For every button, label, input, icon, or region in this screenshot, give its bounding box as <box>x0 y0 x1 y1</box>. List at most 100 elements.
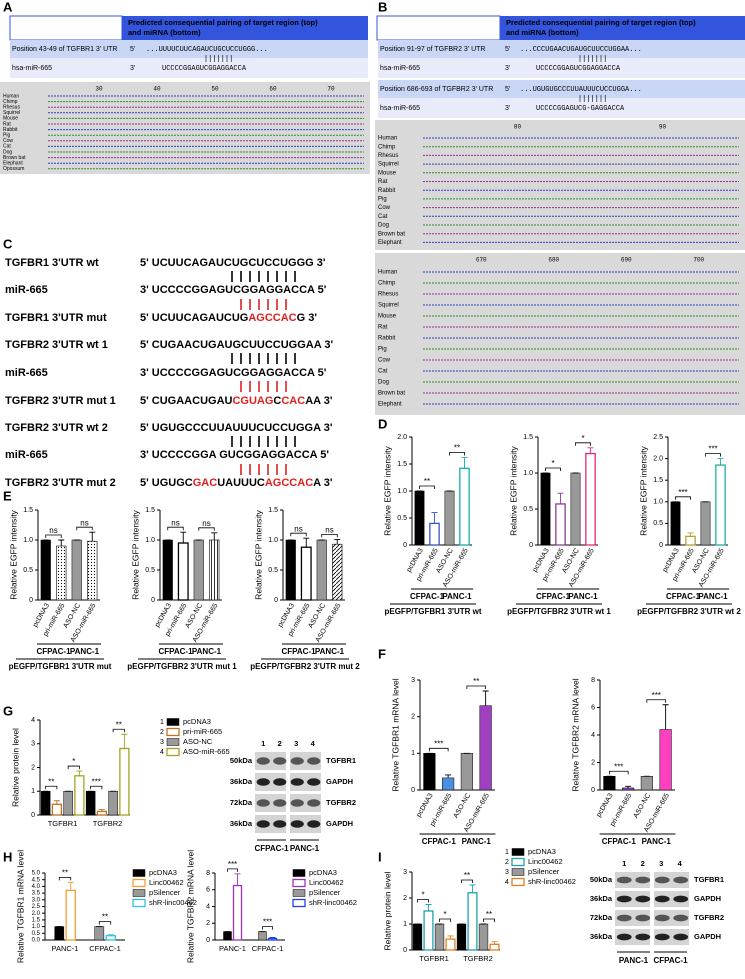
legend-label: pcDNA3 <box>183 717 211 726</box>
sig-bracket <box>290 532 307 537</box>
species-name: Rat <box>3 121 11 127</box>
strand-end: 5' <box>130 46 135 53</box>
sequence: 3' UCCCCGGAGUCGGAGGACCA 5' <box>140 284 327 296</box>
bar <box>429 522 440 546</box>
y-tick-label: 0.5 <box>32 931 41 937</box>
bar <box>223 931 232 941</box>
significance: ns <box>49 526 57 535</box>
target-seq: ...UGUGUGCCCUUAUUUCUCCUGGA... <box>520 86 642 94</box>
species-name: Elephant <box>378 240 402 246</box>
y-tick-label: 4 <box>206 903 210 910</box>
error-bar <box>67 881 74 891</box>
species-name: Rabbit <box>378 188 396 194</box>
y-tick-label: 1.0 <box>23 537 33 544</box>
site-row <box>378 40 745 58</box>
legend-swatch <box>166 747 180 757</box>
species-name: Pig <box>378 347 387 353</box>
sequence: 3' UCCCCGGAGUCGGAGGACCA 5' <box>140 367 327 379</box>
significance: ns <box>171 518 179 527</box>
blot-panel <box>290 752 321 770</box>
y-tick-label: 1 <box>403 921 407 928</box>
y-axis-label: Relative TGFBR2 mRNA level <box>185 850 195 963</box>
mirna-seq: UCCCCGGAGUCGGAGGACCA <box>536 65 621 73</box>
marker-label: 36kDa <box>230 777 253 786</box>
species-name: Pig <box>3 133 10 139</box>
species-name: Pig <box>378 196 387 202</box>
caption: pEGFP/TGFBR2 3'UTR wt 1 <box>507 607 611 616</box>
header-text: Predicted consequential pairing of targe… <box>128 18 318 27</box>
row-label: TGFBR2 3'UTR mut 2 <box>5 477 116 489</box>
category-label: PANC-1 <box>219 944 246 953</box>
sequence: 5' UCUUCAGAUCUGCUCCUGGG 3' <box>140 257 326 269</box>
blot-panel <box>290 794 321 812</box>
significance: *** <box>614 762 623 771</box>
y-axis-label: Relative TGFBR1 mRNA level <box>390 678 400 791</box>
y-tick-label: 0 <box>31 812 35 819</box>
band <box>635 876 651 884</box>
legend-swatch <box>292 878 306 888</box>
alignment-box <box>375 120 745 250</box>
sig-bracket <box>45 785 58 790</box>
legend-label: shR-linc00462 <box>528 877 576 886</box>
error-bar <box>587 447 594 454</box>
species-name: Chimp <box>378 281 396 287</box>
y-tick-label: 1.0 <box>397 488 407 495</box>
bar <box>85 791 96 816</box>
band <box>673 876 689 884</box>
error-bar <box>425 904 432 911</box>
bar <box>445 938 456 951</box>
band <box>273 820 287 828</box>
y-tick-label: 4.0 <box>32 884 41 890</box>
sequence-part: GAC <box>193 477 218 489</box>
position-text: Position 43-49 of TGFBR1 3' UTR <box>12 46 117 53</box>
band <box>307 757 321 765</box>
marker-label: 72kDa <box>590 913 613 922</box>
caption: pEGFP/TGFBR2 3'UTR wt 2 <box>637 607 741 616</box>
y-tick-label: 1.5 <box>23 507 33 514</box>
y-tick-label: 1.0 <box>653 499 663 506</box>
legend-swatch <box>166 727 180 737</box>
bar <box>640 776 653 791</box>
sig-bracket <box>449 452 465 456</box>
bar <box>456 923 467 951</box>
band <box>256 799 270 807</box>
bar <box>74 775 85 816</box>
error-bar <box>431 512 438 524</box>
category-label: pcDNA3 <box>596 792 615 818</box>
y-tick-label: 2 <box>591 759 595 766</box>
band <box>673 895 689 903</box>
sig-bracket <box>466 685 487 689</box>
lane-number: 1 <box>622 859 626 868</box>
position-text: Position 686-693 of TGFBR2 3' UTR <box>380 86 493 93</box>
significance: ** <box>464 871 470 880</box>
y-tick-label: 0.0 <box>32 938 41 944</box>
protein-label: GAPDH <box>326 819 353 828</box>
band <box>290 778 304 786</box>
row-label: TGFBR2 3'UTR wt 2 <box>5 422 108 434</box>
y-tick-label: 0 <box>529 542 533 549</box>
band <box>273 778 287 786</box>
panel-label: D <box>378 416 387 431</box>
bar <box>232 884 243 941</box>
legend-number: 3 <box>160 739 164 746</box>
legend-label: ASO-NC <box>183 737 213 746</box>
sequence-part: UAUUUC <box>217 477 265 489</box>
panel-label: B <box>378 0 387 14</box>
bar <box>414 490 425 546</box>
sequence-part: AA 3' <box>305 395 333 407</box>
protein-label: TGFBR1 <box>326 756 356 765</box>
y-tick-label: 0 <box>659 542 663 549</box>
legend-swatch <box>511 868 525 876</box>
y-tick-label: 5.0 <box>32 871 41 877</box>
ruler-label: 690 <box>621 257 632 264</box>
error-bar <box>180 531 187 543</box>
legend-swatch <box>511 877 525 887</box>
y-axis-label: Relative TGFBR1 mRNA level <box>15 850 25 963</box>
row-label: TGFBR1 3'UTR wt <box>5 257 99 269</box>
legend-number: 4 <box>505 879 509 886</box>
error-bar <box>625 785 632 788</box>
sig-bracket <box>419 485 435 489</box>
bar <box>267 937 278 941</box>
sequence-part: 3' UCCCCGGAGUCGGAGGACCA 5' <box>140 367 327 379</box>
category-label: ASO-NC <box>453 792 473 819</box>
